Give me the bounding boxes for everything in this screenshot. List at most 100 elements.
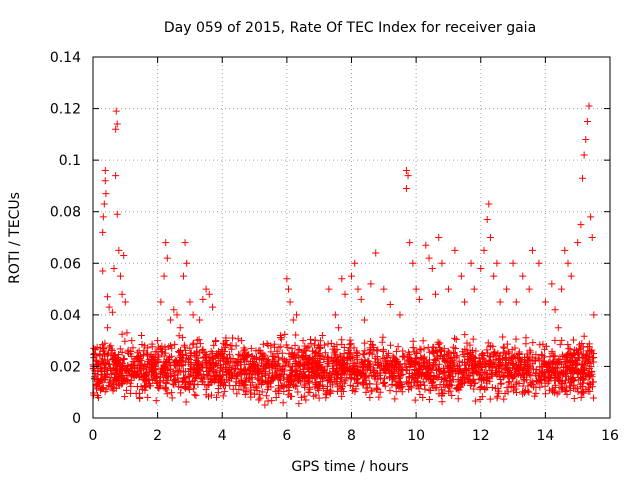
data-point [546,353,554,361]
data-point [192,392,200,400]
data-point [554,372,562,380]
data-point [154,384,162,392]
data-point [461,359,469,367]
data-point [360,351,368,359]
data-point [407,384,415,392]
data-point [548,349,556,357]
data-point [415,295,423,303]
data-point [363,365,371,373]
data-point [366,394,374,402]
data-point [162,349,170,357]
data-point [105,360,113,368]
data-point [406,354,414,362]
data-point [307,364,315,372]
data-point [156,345,164,353]
data-point [163,390,171,398]
x-tick-label: 14 [536,428,554,444]
data-point [510,353,518,361]
data-point [227,355,235,363]
data-point [364,384,372,392]
data-point [90,391,98,399]
data-point [181,239,189,247]
data-point [577,394,585,402]
data-point [425,396,433,404]
data-point [341,377,349,385]
data-point [295,345,303,353]
data-point [371,375,379,383]
data-point [232,382,240,390]
x-axis-label: GPS time / hours [291,459,408,475]
data-point [241,391,249,399]
data-point [568,376,576,384]
data-point [436,339,444,347]
data-point [141,342,149,350]
data-point [564,259,572,267]
data-point [246,381,254,389]
data-point [108,347,116,355]
data-point [223,354,231,362]
data-point [422,375,430,383]
data-point [563,353,571,361]
data-point [481,361,489,369]
data-point [173,311,181,319]
data-point [277,335,285,343]
data-point [179,334,187,342]
data-point [538,352,546,360]
data-point [97,368,105,376]
data-point [380,285,388,293]
data-point [585,364,593,372]
data-point [394,343,402,351]
data-point [394,367,402,375]
data-point [546,360,554,368]
data-point [564,340,572,348]
data-point [519,272,527,280]
y-tick-label: 0.14 [50,50,81,66]
data-point [104,351,112,359]
data-point [351,259,359,267]
data-point [500,344,508,352]
data-point [292,367,300,375]
data-point [558,385,566,393]
data-point [587,213,595,221]
data-point [129,344,137,352]
data-point [194,381,202,389]
data-points [89,102,598,409]
y-axis-label: ROTI / TECUs [7,192,23,284]
data-point [193,371,201,379]
data-point [148,359,156,367]
data-point [291,362,299,370]
data-point [573,357,581,365]
data-point [169,380,177,388]
data-point [471,379,479,387]
data-point [368,340,376,348]
data-point [448,366,456,374]
data-point [157,298,165,306]
data-point [167,316,175,324]
data-point [271,353,279,361]
data-point [195,366,203,374]
data-point [428,264,436,272]
data-point [143,374,151,382]
data-point [556,341,564,349]
data-point [236,351,244,359]
x-tick-label: 0 [89,428,98,444]
data-point [105,349,113,357]
data-point [476,383,484,391]
data-point [382,359,390,367]
data-point [558,336,566,344]
data-point [430,372,438,380]
data-point [319,367,327,375]
data-point [561,246,569,254]
data-point [503,340,511,348]
data-point [283,275,291,283]
data-point [123,329,131,337]
data-point [502,364,510,372]
data-point [259,354,267,362]
data-point [99,344,107,352]
data-point [513,368,521,376]
data-point [309,371,317,379]
data-point [378,338,386,346]
data-point [496,298,504,306]
data-point [582,136,590,144]
